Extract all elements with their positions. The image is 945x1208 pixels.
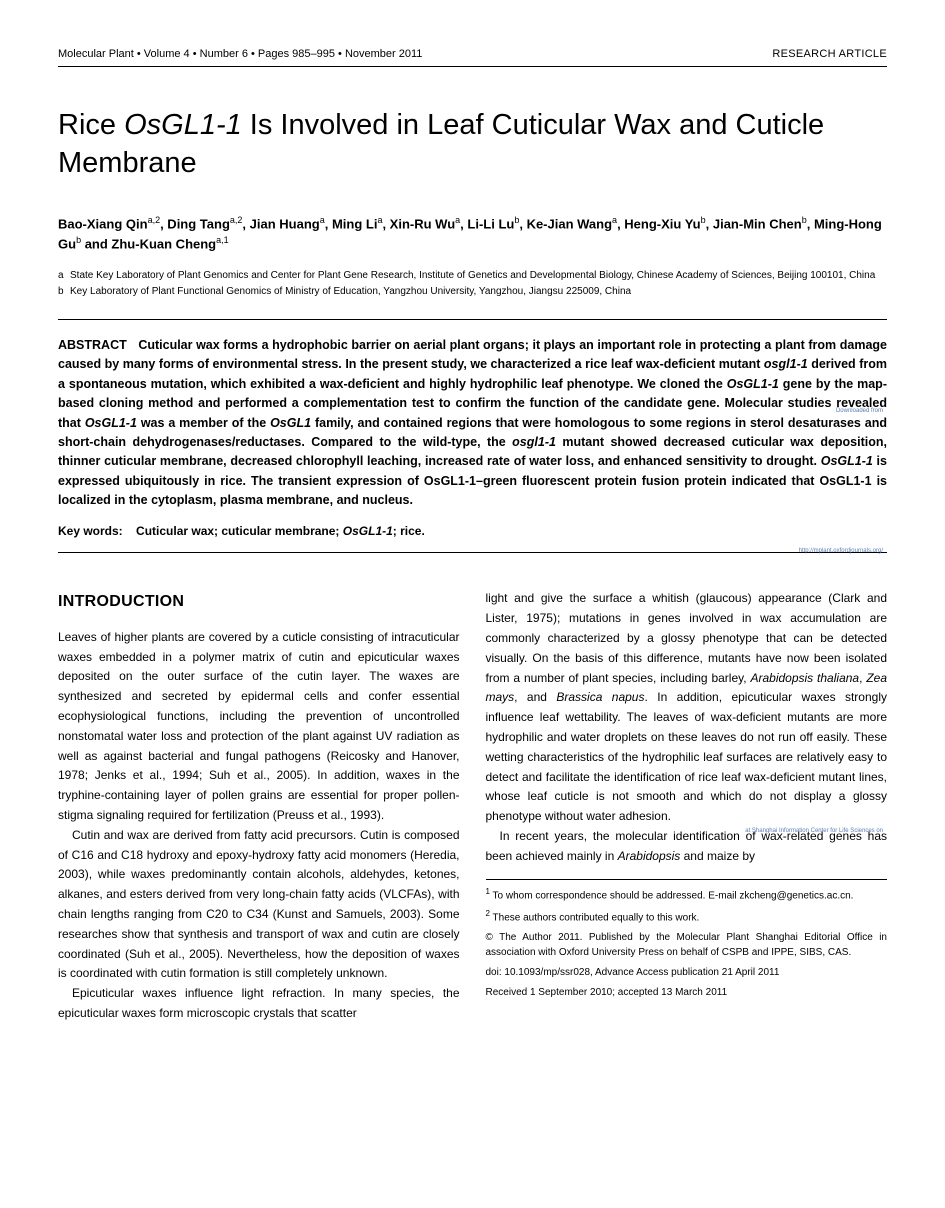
gene-name: OsGL1-1	[124, 109, 242, 141]
footnote-received: Received 1 September 2010; accepted 13 M…	[486, 985, 888, 1000]
side-annotation-location: at Shanghai Information Center for Life …	[745, 828, 883, 834]
intro-para-4: light and give the surface a whitish (gl…	[486, 589, 888, 827]
abstract-label: ABSTRACT	[58, 338, 127, 352]
abstract-text: ABSTRACT Cuticular wax forms a hydrophob…	[58, 336, 887, 510]
footnote-copyright: © The Author 2011. Published by the Mole…	[486, 930, 888, 960]
number: Number 6	[200, 48, 248, 60]
article-type: RESEARCH ARTICLE	[772, 48, 887, 60]
footnote-rule	[486, 879, 888, 880]
intro-para-2: Cutin and wax are derived from fatty aci…	[58, 826, 460, 984]
right-column: light and give the surface a whitish (gl…	[486, 589, 888, 1023]
journal-name: Molecular Plant	[58, 48, 134, 60]
footnote-correspondence: 1 To whom correspondence should be addre…	[486, 886, 888, 903]
intro-para-1: Leaves of higher plants are covered by a…	[58, 628, 460, 826]
intro-para-3: Epicuticular waxes influence light refra…	[58, 984, 460, 1024]
footnotes: 1 To whom correspondence should be addre…	[486, 886, 888, 1001]
side-annotation-url[interactable]: http://mplant.oxfordjournals.org/	[799, 548, 883, 554]
date: November 2011	[345, 48, 422, 60]
footnote-equal-contribution: 2 These authors contributed equally to t…	[486, 908, 888, 925]
author-list: Bao-Xiang Qina,2, Ding Tanga,2, Jian Hua…	[58, 214, 887, 254]
keywords: Key words: Cuticular wax; cuticular memb…	[58, 524, 887, 538]
left-column: INTRODUCTION Leaves of higher plants are…	[58, 589, 460, 1023]
abstract-block: ABSTRACT Cuticular wax forms a hydrophob…	[58, 319, 887, 553]
volume: Volume 4	[144, 48, 190, 60]
article-title: Rice OsGL1-1 Is Involved in Leaf Cuticul…	[58, 107, 887, 182]
side-annotation-downloaded: Downloaded from	[836, 408, 883, 414]
footnote-doi: doi: 10.1093/mp/ssr028, Advance Access p…	[486, 965, 888, 980]
affiliations: a State Key Laboratory of Plant Genomics…	[58, 268, 887, 299]
affiliation-a: a State Key Laboratory of Plant Genomics…	[58, 268, 887, 283]
body-columns: INTRODUCTION Leaves of higher plants are…	[58, 589, 887, 1023]
running-header: Molecular Plant • Volume 4 • Number 6 • …	[58, 48, 887, 67]
header-citation: Molecular Plant • Volume 4 • Number 6 • …	[58, 48, 422, 60]
pages: Pages 985–995	[258, 48, 335, 60]
affiliation-b: b Key Laboratory of Plant Functional Gen…	[58, 284, 887, 299]
introduction-heading: INTRODUCTION	[58, 589, 460, 615]
